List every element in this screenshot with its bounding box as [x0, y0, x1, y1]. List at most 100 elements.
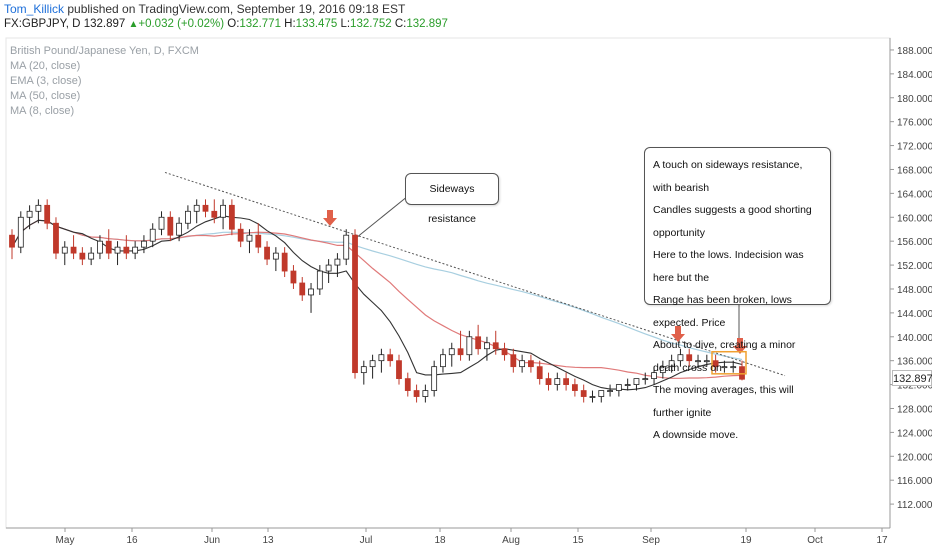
bear-candle [228, 204, 235, 230]
bull-candle [659, 366, 666, 374]
y-tick-label: 132.000 [897, 381, 932, 392]
x-tick-label: 16 [126, 535, 138, 546]
bull-candle [554, 378, 561, 385]
y-tick-label: 128.000 [897, 404, 932, 415]
bear-candle [712, 360, 719, 368]
price-chart[interactable]: 112.000 116.000 120.000 124.000 128.000 132.0… [0, 34, 932, 550]
bull-candle [35, 204, 42, 212]
bull-candle [176, 222, 183, 236]
bear-candle [457, 348, 464, 356]
legend-title: British Pound/Japanese Yen, D, FXCM [10, 45, 199, 57]
ma20-line [11, 219, 743, 379]
bear-candle [299, 282, 306, 296]
y-tick-label: 152.000 [897, 261, 932, 272]
bear-candle [237, 228, 244, 242]
bull-candle [308, 288, 314, 296]
published-text: published on TradingView.com, September … [64, 2, 406, 16]
bull-candle [633, 378, 640, 385]
bear-candle [9, 234, 15, 248]
legend-ma8[interactable]: MA (8, close) [10, 105, 75, 117]
symbol[interactable]: FX:GBPJPY, D [4, 18, 81, 30]
x-tick-label: Jun [204, 535, 220, 546]
y-tick-label: 160.000 [897, 213, 932, 224]
y-tick-label: 176.000 [897, 118, 932, 129]
y-tick-label: 156.000 [897, 237, 932, 248]
bear-candle [53, 222, 59, 254]
low-value: 132.752 [350, 18, 392, 30]
x-tick-label: 15 [572, 535, 584, 546]
y-tick-label: 124.000 [897, 428, 932, 439]
bear-candle [536, 366, 543, 380]
bear-candle [44, 204, 51, 224]
note-line: A touch on sideways resistance, with bea… [653, 159, 803, 194]
last-price: 132.897 [83, 18, 126, 30]
bear-candle [510, 354, 517, 368]
resistance-callout[interactable]: Sideways resistance [405, 173, 499, 225]
x-tick-label: Jul [360, 535, 373, 546]
y-tick-label: 184.000 [897, 70, 932, 81]
bear-candle [545, 378, 552, 385]
bull-candle [193, 204, 200, 212]
time-axis: May 16 Jun 13 Jul 18 Aug 15 Sep 19 Oct 17 [6, 527, 890, 546]
bear-candle [211, 210, 218, 218]
legend-ma20[interactable]: MA (20, close) [10, 60, 81, 72]
annotation-marks [323, 210, 747, 375]
bear-candle [202, 204, 209, 212]
indicator-legend: British Pound/Japanese Yen, D, FXCM MA (… [10, 44, 199, 119]
callout-pointer [355, 195, 409, 239]
quote-line: FX:GBPJPY, D 132.897 ▲+0.032 (+0.02%) O:… [4, 18, 448, 30]
bear-candle [475, 336, 482, 350]
analysis-note-callout[interactable]: A touch on sideways resistance, with bea… [644, 147, 831, 441]
bull-candle [721, 366, 728, 369]
bull-candle [114, 246, 121, 254]
note-line: Candles suggests a good shorting opportu… [653, 204, 812, 239]
x-tick-label: May [56, 535, 75, 546]
bull-candle [448, 348, 455, 356]
x-tick-label: 18 [434, 535, 446, 546]
bull-candle [220, 204, 226, 218]
bull-candle [316, 270, 323, 290]
bull-candle [642, 378, 649, 381]
bull-candle [149, 228, 156, 242]
bull-candle [141, 240, 147, 248]
bear-candle [396, 360, 402, 380]
high-value: 133.475 [295, 18, 338, 30]
bull-candle [343, 234, 350, 260]
price-axis: 112.000 116.000 120.000 124.000 128.000 132.0… [889, 38, 932, 528]
bull-candle [668, 360, 675, 368]
author-link[interactable]: Tom_Killick [4, 2, 65, 16]
bear-candle [413, 390, 420, 397]
y-tick-label: 112.000 [897, 500, 932, 511]
close-label: C: [394, 18, 407, 30]
legend-ema3[interactable]: EMA (3, close) [10, 75, 82, 87]
down-arrow-icon [323, 210, 337, 226]
bear-candle [528, 360, 534, 368]
bull-candle [422, 390, 429, 397]
bull-candle [624, 384, 631, 386]
trendline [164, 171, 786, 377]
bull-candle [677, 354, 684, 362]
bull-candle [158, 216, 165, 230]
y-tick-label: 148.000 [897, 285, 932, 296]
x-tick-label: 13 [262, 535, 274, 546]
low-label: L: [340, 18, 351, 30]
last-price-tag: 132.897 [892, 370, 932, 386]
bear-candle [571, 384, 578, 391]
legend-ma50[interactable]: MA (50, close) [10, 90, 81, 102]
bull-candle [246, 234, 253, 242]
bear-candle [290, 270, 297, 284]
y-tick-label: 120.000 [897, 452, 932, 463]
bull-candle [360, 366, 367, 374]
bear-candle [686, 354, 693, 362]
note-line: Range has been broken, lows expected. Pr… [653, 294, 792, 329]
y-tick-label: 140.000 [897, 333, 932, 344]
bull-candle [607, 390, 613, 392]
y-tick-label: 180.000 [897, 94, 932, 105]
high-label: H: [284, 18, 296, 30]
bull-candle [484, 342, 490, 350]
bull-candle [466, 336, 473, 356]
x-tick-label: 19 [740, 535, 752, 546]
bull-candle [17, 216, 24, 248]
down-arrow-icon [733, 338, 747, 354]
x-tick-label: Oct [807, 535, 823, 546]
